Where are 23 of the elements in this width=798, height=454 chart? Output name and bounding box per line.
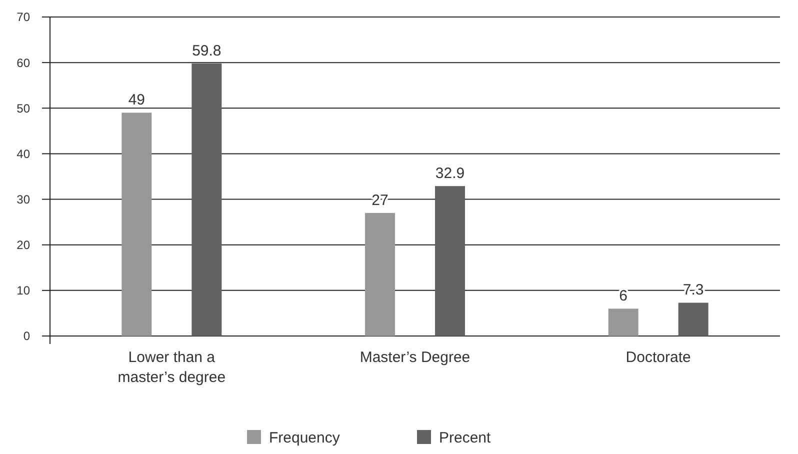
data-label: 6	[619, 288, 628, 305]
legend-label: Frequency	[269, 429, 340, 446]
y-tick-label: 0	[23, 329, 30, 344]
bar	[192, 63, 222, 336]
y-tick-label: 30	[16, 192, 30, 206]
data-label: 32.9	[435, 165, 465, 182]
y-tick-label: 40	[16, 146, 30, 161]
y-tick-label: 70	[16, 10, 30, 24]
bar	[608, 308, 638, 336]
bar	[122, 112, 152, 336]
data-label: 59.8	[192, 42, 222, 60]
legend-label: Precent	[439, 429, 492, 446]
x-tick-label: Master’s Degree	[360, 349, 470, 366]
x-tick-label: Lower than a master’s degree	[118, 349, 226, 386]
x-tick-label: Doctorate	[626, 349, 691, 366]
y-tick-label: 60	[16, 56, 30, 70]
bar	[365, 212, 395, 336]
y-tick-label: 20	[16, 238, 30, 252]
y-tick-label: 50	[16, 101, 30, 116]
bar	[678, 302, 708, 336]
data-label: 49	[128, 92, 146, 109]
bar	[435, 186, 465, 336]
y-tick-label: 10	[16, 284, 30, 298]
